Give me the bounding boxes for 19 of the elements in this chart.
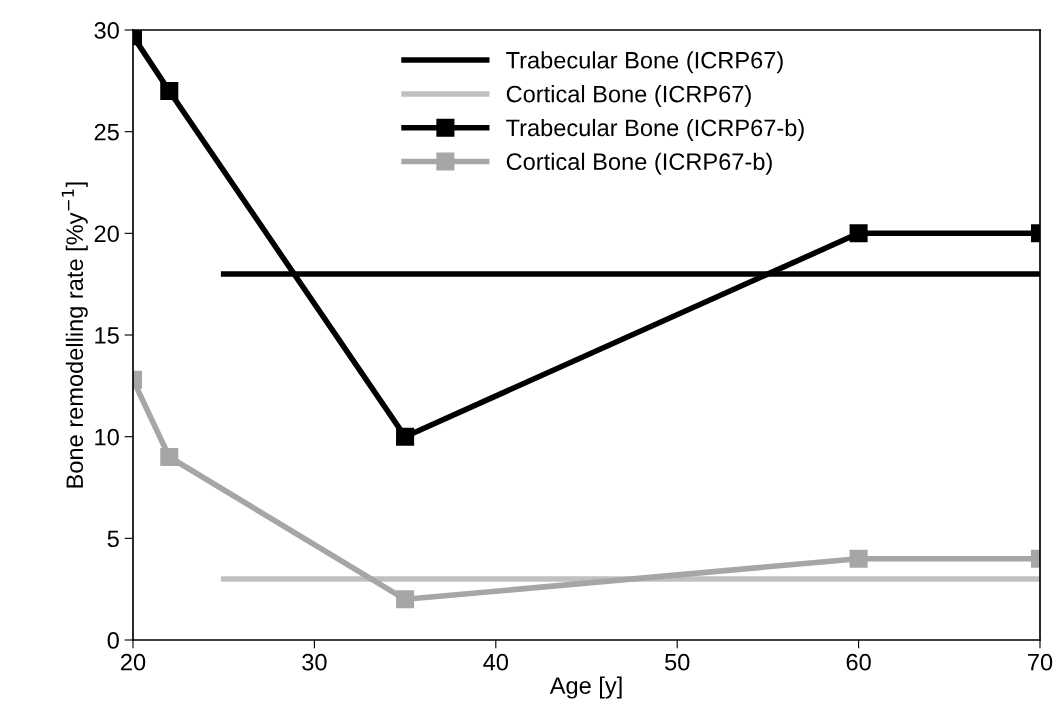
y-axis-title: Bone remodelling rate [%y$^{−1}$] [61,182,88,488]
x-tick-label: 60 [846,653,871,671]
legend-label: Cortical Bone (ICRP67) [506,85,751,108]
x-tick-label: 70 [1028,653,1053,671]
y-tick-label: 15 [95,327,119,344]
y-tick-label: 0 [107,632,119,649]
legend-label: Cortical Bone (ICRP67-b) [506,152,772,175]
x-axis-title: Age [y] [549,676,622,699]
x-tick-label: 20 [121,653,146,671]
legend-label: Trabecular Bone (ICRP67-b) [506,118,804,141]
y-tick-label: 25 [94,123,119,141]
x-tick-label: 30 [302,653,327,671]
y-tick-label: 20 [94,225,119,243]
y-tick-label: 30 [94,22,119,39]
y-tick-label: 5 [107,530,119,548]
x-tick-label: 40 [483,653,509,671]
legend-label: Trabecular Bone (ICRP67) [506,51,783,74]
y-tick-label: 10 [95,428,119,446]
x-tick-label: 50 [665,653,690,671]
